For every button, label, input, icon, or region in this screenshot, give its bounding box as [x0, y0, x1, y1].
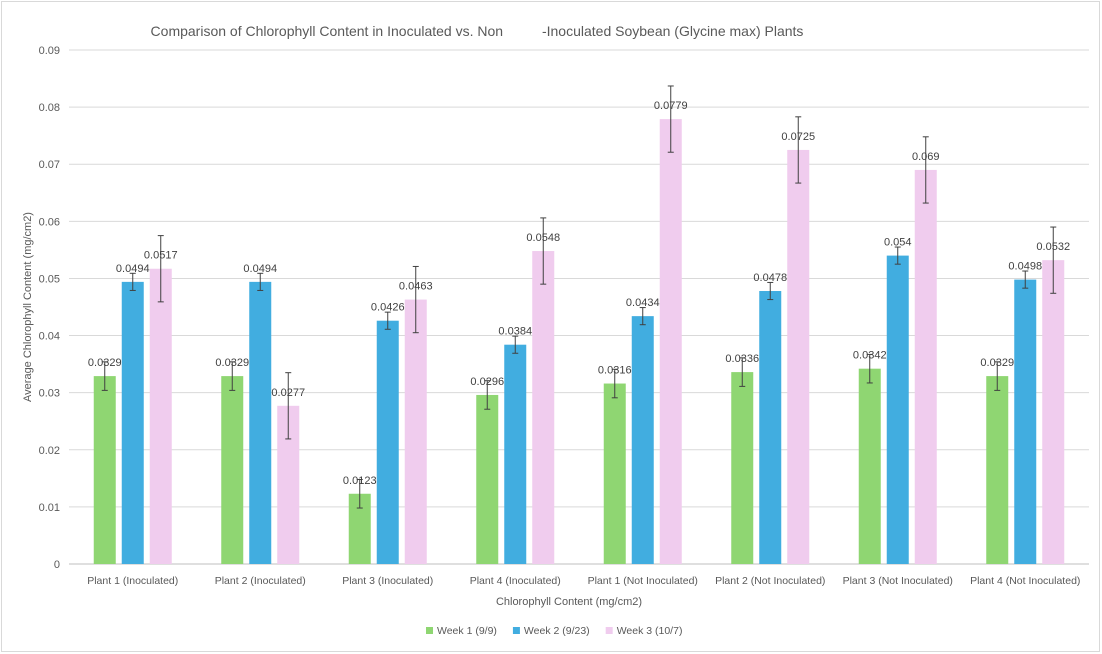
bar — [858, 368, 881, 564]
data-label: 0.0342 — [853, 350, 887, 362]
x-category-label: Plant 3 (Not Inoculated) — [843, 575, 953, 587]
x-category-label: Plant 2 (Not Inoculated) — [715, 575, 825, 587]
legend-label: Week 1 (9/9) — [437, 625, 497, 637]
y-tick-label: 0.06 — [39, 216, 60, 228]
bar — [603, 383, 626, 564]
legend: Week 1 (9/9) Week 2 (9/23) Week 3 (10/7) — [426, 625, 682, 637]
y-tick-label: 0.07 — [39, 159, 60, 171]
data-label: 0.069 — [912, 151, 940, 163]
data-label: 0.0478 — [753, 272, 787, 284]
x-category-label: Plant 4 (Inoculated) — [470, 575, 561, 587]
y-tick-label: 0.01 — [39, 502, 60, 514]
bars-group — [93, 119, 1065, 565]
data-label: 0.0548 — [526, 232, 560, 244]
data-label: 0.0463 — [399, 281, 433, 293]
error-bars-group — [101, 85, 1057, 509]
bar — [249, 281, 272, 564]
bar — [731, 372, 754, 564]
bar — [93, 376, 116, 564]
bar — [659, 119, 682, 565]
x-axis-categories: Plant 1 (Inoculated) Plant 2 (Inoculated)… — [87, 575, 1080, 587]
data-label: 0.0426 — [371, 302, 405, 314]
data-label: 0.0517 — [144, 250, 178, 262]
data-label: 0.0498 — [1008, 261, 1042, 273]
data-label: 0.0296 — [470, 376, 504, 388]
legend-swatch — [512, 627, 520, 634]
bar — [221, 376, 244, 564]
data-label: 0.0494 — [243, 263, 277, 275]
data-label: 0.0316 — [598, 365, 632, 377]
x-axis-title: Chlorophyll Content (mg/cm2) — [496, 596, 642, 608]
bar — [504, 344, 527, 564]
legend-label: Week 2 (9/23) — [524, 625, 590, 637]
x-category-label: Plant 3 (Inoculated) — [342, 575, 433, 587]
data-label: 0.0329 — [215, 357, 249, 369]
bar — [986, 376, 1009, 564]
bar — [1014, 279, 1037, 564]
x-category-label: Plant 1 (Inoculated) — [87, 575, 178, 587]
data-label: 0.054 — [884, 237, 912, 249]
bar — [404, 299, 427, 564]
data-label: 0.0277 — [271, 387, 305, 399]
y-tick-label: 0.09 — [39, 45, 60, 57]
bar — [277, 405, 300, 564]
bar — [149, 268, 172, 564]
bar — [1042, 260, 1065, 564]
bar — [476, 394, 499, 564]
data-label: 0.0779 — [654, 100, 688, 112]
data-label: 0.0329 — [980, 357, 1014, 369]
legend-swatch — [605, 627, 613, 634]
data-labels-group: 0.03290.04940.05170.03290.04940.02770.01… — [88, 100, 1070, 487]
y-tick-label: 0.03 — [39, 388, 60, 400]
bar — [348, 493, 371, 564]
bar — [376, 320, 399, 564]
bar — [886, 255, 909, 564]
y-axis-title: Average Chlorophyll Content (mg/cm2) — [22, 212, 34, 402]
y-tick-label: 0.04 — [39, 331, 60, 343]
y-axis-ticks: 0 0.01 0.02 0.03 0.04 0.05 0.06 0.07 0.08 0.09 — [39, 45, 60, 571]
data-label: 0.0384 — [498, 326, 532, 338]
legend-label: Week 3 (10/7) — [617, 625, 683, 637]
y-tick-label: 0.08 — [39, 102, 60, 114]
legend-swatch — [426, 627, 433, 634]
x-category-label: Plant 2 (Inoculated) — [215, 575, 306, 587]
data-label: 0.0329 — [88, 357, 122, 369]
bar — [631, 316, 654, 564]
bar — [759, 291, 782, 564]
bar — [532, 251, 555, 564]
data-label: 0.0123 — [343, 475, 377, 487]
data-label: 0.0434 — [626, 297, 660, 309]
data-label: 0.0336 — [725, 353, 759, 365]
data-label: 0.0494 — [116, 263, 150, 275]
data-label: 0.0532 — [1036, 241, 1070, 253]
y-tick-label: 0 — [54, 559, 60, 571]
data-label: 0.0725 — [781, 131, 815, 143]
bar — [914, 169, 937, 564]
chart-title: Comparison of Chlorophyll Content in Ino… — [151, 23, 804, 39]
bar — [121, 281, 144, 564]
bar — [787, 149, 810, 564]
y-tick-label: 0.02 — [39, 445, 60, 457]
y-tick-label: 0.05 — [39, 273, 60, 285]
x-category-label: Plant 1 (Not Inoculated) — [588, 575, 698, 587]
x-category-label: Plant 4 (Not Inoculated) — [970, 575, 1080, 587]
